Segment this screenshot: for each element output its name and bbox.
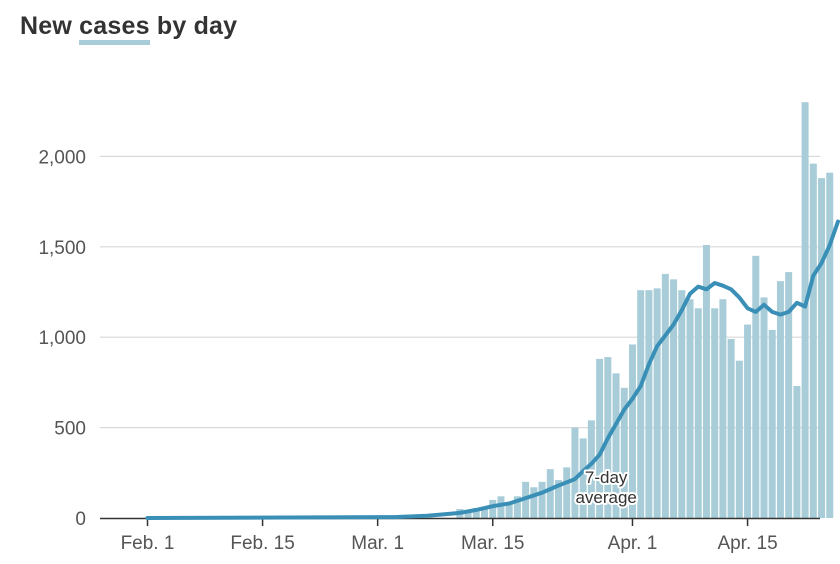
bar (596, 358, 604, 518)
bar (801, 102, 809, 518)
average-series (145, 219, 840, 520)
y-tick-label: 1,500 (38, 238, 86, 259)
bar (505, 502, 513, 518)
annotation-label: 7-day (585, 468, 628, 487)
bar (686, 299, 694, 518)
x-tick-label: Mar. 1 (351, 533, 404, 554)
bar (719, 299, 727, 518)
y-axis: 0 500 1,000 1,500 2,000 (38, 147, 86, 530)
title-prefix: New (20, 12, 73, 40)
bar (653, 288, 661, 518)
bar (678, 290, 686, 518)
bar (744, 324, 752, 518)
x-tick-label: Feb. 15 (230, 533, 294, 554)
bar (637, 290, 645, 518)
bar (481, 507, 489, 518)
bar (818, 178, 826, 518)
bar (579, 438, 587, 518)
y-tick-label: 2,000 (38, 147, 86, 168)
chart-title: New cases by day (20, 12, 238, 45)
bar (727, 339, 735, 518)
bar (694, 308, 702, 518)
y-tick-label: 500 (54, 419, 86, 440)
bar (628, 344, 636, 518)
bar (785, 272, 793, 518)
bar (612, 373, 620, 518)
bar (711, 308, 719, 518)
bar (513, 496, 521, 518)
title-suffix: by day (156, 12, 238, 40)
bar (571, 427, 579, 518)
bar (530, 487, 538, 518)
y-tick-label: 1,000 (38, 328, 86, 349)
x-axis: Feb. 1 Feb. 15 Mar. 1 Mar. 15 Apr. 1 Apr. 15 (100, 517, 820, 554)
bar (752, 255, 760, 518)
bar (702, 244, 710, 518)
annotation-label: average (575, 488, 636, 507)
bar (472, 508, 480, 518)
bar (546, 469, 554, 518)
bar (587, 420, 595, 518)
bar (768, 329, 776, 518)
bar (497, 496, 505, 518)
average-line (145, 219, 840, 520)
bar (661, 273, 669, 518)
bar (735, 360, 743, 518)
bar (760, 297, 768, 518)
bar (464, 512, 472, 518)
bar-series (456, 102, 834, 518)
x-tick-label: Mar. 15 (461, 533, 524, 554)
bar (809, 163, 817, 518)
bar (489, 499, 497, 518)
x-tick-label: Feb. 1 (121, 533, 175, 554)
bar (555, 480, 562, 518)
bar (620, 387, 628, 518)
y-tick-label: 0 (75, 509, 86, 530)
bar (563, 467, 571, 518)
bar (776, 281, 784, 518)
x-tick-label: Apr. 1 (608, 533, 658, 554)
bar (645, 290, 653, 518)
bar (538, 481, 546, 518)
bar (793, 386, 801, 518)
bar (670, 279, 678, 518)
bar (826, 172, 834, 518)
x-tick-label: Apr. 15 (717, 533, 777, 554)
title-highlight: cases (79, 12, 150, 45)
